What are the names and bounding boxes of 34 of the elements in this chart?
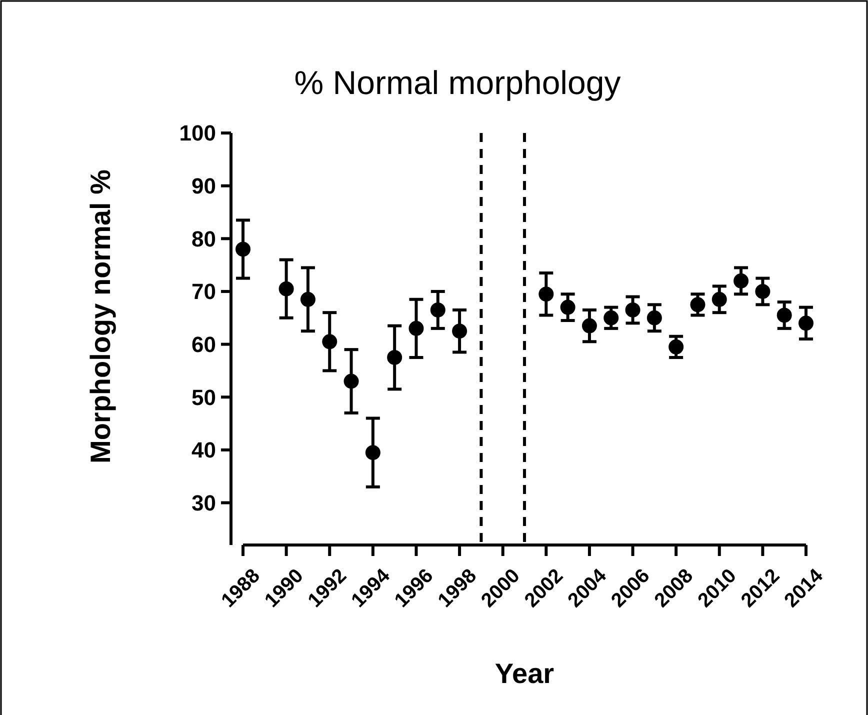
point xyxy=(582,318,597,334)
y-axis-title: Morphology normal % xyxy=(85,169,116,464)
y-tick-label: 60 xyxy=(192,332,216,357)
y-tick-label: 40 xyxy=(192,438,216,463)
point xyxy=(538,286,554,302)
point xyxy=(560,300,576,315)
y-tick-label: 50 xyxy=(192,384,216,410)
point xyxy=(365,445,380,460)
point xyxy=(278,281,294,296)
y-tick-label: 70 xyxy=(192,279,216,304)
point xyxy=(734,273,749,288)
point xyxy=(798,316,814,331)
point xyxy=(300,292,316,307)
x-axis-title: Year xyxy=(494,658,554,689)
point xyxy=(776,308,792,323)
y-tick-label: 30 xyxy=(192,490,216,516)
point xyxy=(387,350,402,365)
point xyxy=(408,320,424,336)
point xyxy=(322,334,338,350)
point xyxy=(604,310,619,326)
y-tick-label: 100 xyxy=(179,120,216,146)
point xyxy=(236,242,250,257)
point xyxy=(625,302,640,318)
point xyxy=(712,292,727,307)
point xyxy=(344,374,359,389)
point xyxy=(690,297,706,312)
chart-title: % Normal morphology xyxy=(294,64,622,101)
y-tick-label: 90 xyxy=(192,174,216,199)
point xyxy=(452,324,468,339)
point xyxy=(755,284,770,299)
point xyxy=(430,302,446,318)
y-tick-label: 80 xyxy=(192,226,216,252)
point xyxy=(646,310,662,326)
point xyxy=(668,339,684,354)
